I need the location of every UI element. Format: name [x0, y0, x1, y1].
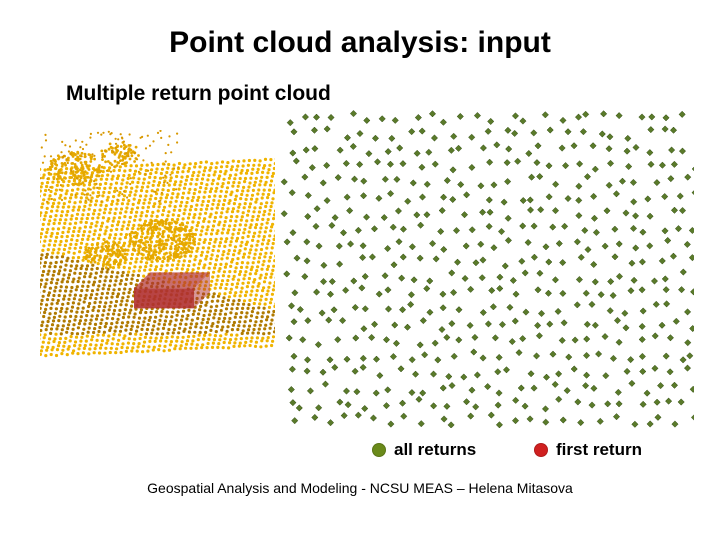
legend-dot-all-returns — [372, 443, 386, 457]
slide-title: Point cloud analysis: input — [0, 26, 720, 60]
figure-3d-point-cloud — [40, 130, 275, 370]
legend-label-first-return: first return — [556, 440, 642, 460]
legend-item-first-return: first return — [534, 440, 642, 460]
slide-subtitle: Multiple return point cloud — [66, 82, 331, 106]
legend-label-all-returns: all returns — [394, 440, 476, 460]
slide-footer: Geospatial Analysis and Modeling - NCSU … — [0, 480, 720, 496]
legend-dot-first-return — [534, 443, 548, 457]
slide: { "title": { "text": "Point cloud analys… — [0, 0, 720, 540]
point-cloud-3d-svg — [40, 130, 275, 370]
figure-scatter — [280, 110, 694, 428]
legend-item-all-returns: all returns — [372, 440, 476, 460]
scatter-svg — [280, 110, 694, 428]
